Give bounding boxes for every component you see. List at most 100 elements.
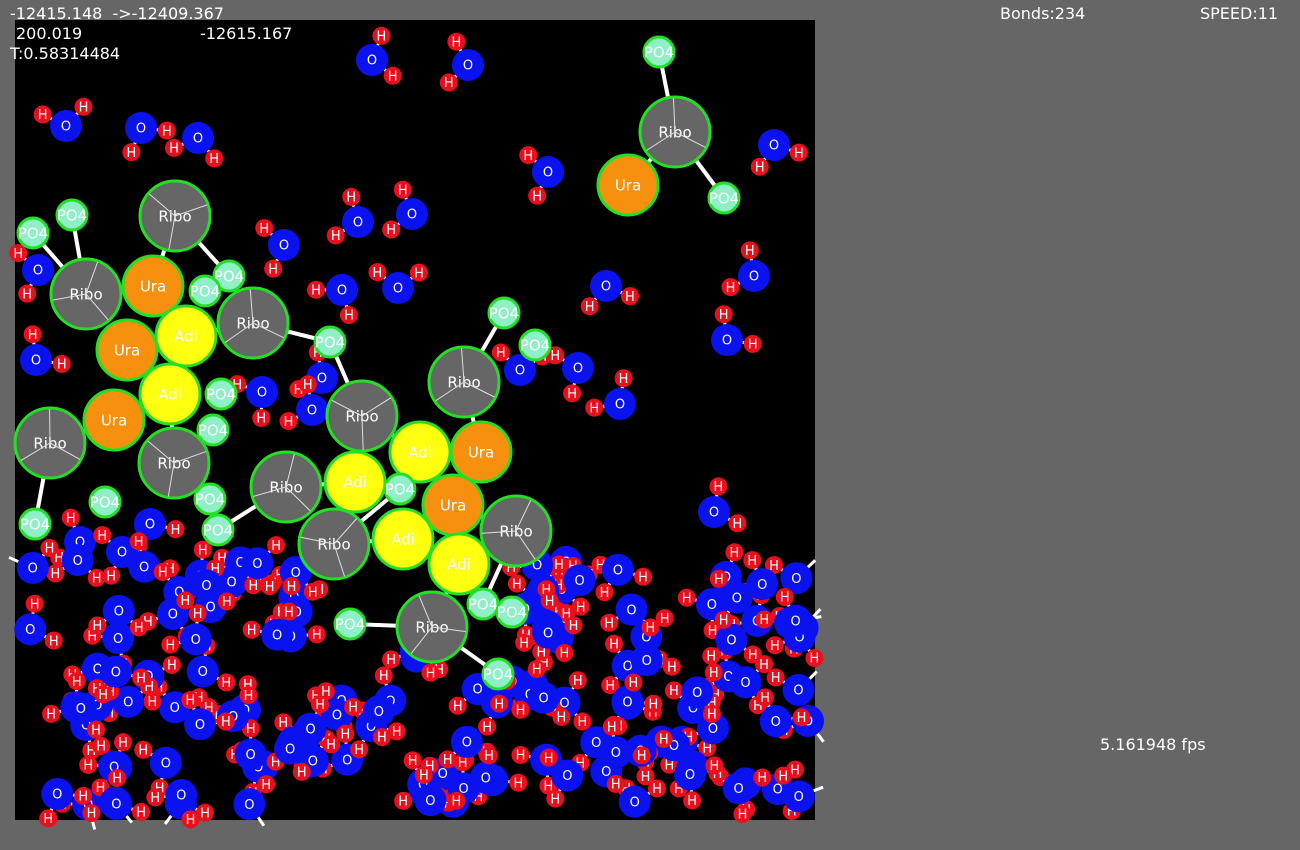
- atom: [636, 767, 655, 786]
- hydrogen-label: H: [43, 812, 53, 827]
- hydrogen-label: H: [198, 543, 208, 558]
- atom: [79, 755, 98, 774]
- atom: [439, 73, 458, 92]
- hydrogen-label: H: [419, 769, 429, 784]
- speed-readout: SPEED:11: [1200, 4, 1278, 23]
- ring-line: [85, 261, 99, 295]
- hydrogen-label: H: [358, 704, 368, 719]
- atom: [108, 768, 127, 787]
- hydrogen-label: H: [414, 266, 424, 281]
- atom: [87, 720, 106, 739]
- atom: [662, 657, 681, 676]
- oxygen-label: O: [317, 372, 327, 387]
- atom: [125, 112, 157, 144]
- hydrogen-label: H: [72, 675, 82, 690]
- oxygen-label: O: [61, 120, 71, 135]
- hydrogen-label: H: [209, 152, 219, 167]
- hydrogen-label: H: [557, 711, 567, 726]
- hydrogen-label: H: [544, 751, 554, 766]
- atom: [216, 712, 235, 731]
- hydrogen-label: H: [652, 782, 662, 797]
- phosphate-label: PO4: [206, 385, 236, 403]
- atom: [383, 472, 417, 506]
- oxygen-label: O: [692, 686, 702, 701]
- hydrogen-label: H: [106, 569, 116, 584]
- ring-line: [361, 415, 364, 450]
- hydrogen-label: H: [259, 222, 269, 237]
- atom: [452, 49, 484, 81]
- atom: [39, 809, 58, 828]
- hydrogen-label: H: [539, 656, 549, 671]
- atom: [740, 241, 759, 260]
- atom: [728, 514, 747, 533]
- hydrogen-label: H: [50, 567, 60, 582]
- hydrogen-label: H: [112, 772, 122, 787]
- hydrogen-label: H: [759, 613, 769, 628]
- oxygen-label: O: [463, 59, 473, 74]
- hydrogen-label: H: [28, 328, 38, 343]
- hydrogen-label: H: [134, 621, 144, 636]
- atom: [274, 713, 293, 732]
- phosphate-label: PO4: [190, 282, 220, 300]
- atom: [239, 686, 258, 705]
- atom: [562, 352, 594, 384]
- oxygen-label: O: [73, 554, 83, 569]
- ring-line: [147, 440, 175, 464]
- value-readout: -12615.167: [200, 24, 292, 43]
- atom: [755, 688, 774, 707]
- hydrogen-label: H: [755, 160, 765, 175]
- hydrogen-label: H: [162, 124, 172, 139]
- atom: [311, 695, 330, 714]
- hydrogen-label: H: [271, 755, 281, 770]
- oxygen-label: O: [539, 692, 549, 707]
- atom: [720, 581, 753, 614]
- ring-line: [461, 348, 465, 383]
- atom: [146, 788, 165, 807]
- atom: [595, 583, 614, 602]
- atom: [518, 328, 552, 362]
- atom: [88, 485, 122, 519]
- oxygen-label: O: [418, 778, 428, 793]
- hydrogen-label: H: [256, 412, 266, 427]
- oxygen-label: O: [111, 665, 121, 680]
- oxygen-label: O: [170, 701, 180, 716]
- ring-line: [252, 322, 284, 339]
- atom: [157, 121, 176, 140]
- atom: [294, 712, 327, 745]
- atom: [551, 759, 584, 792]
- hydrogen-label: H: [87, 629, 97, 644]
- atom: [549, 555, 568, 574]
- atom: [705, 756, 724, 775]
- hydrogen-label: H: [550, 349, 560, 364]
- atom: [527, 681, 560, 714]
- atom: [188, 604, 207, 623]
- atom: [121, 254, 185, 318]
- hydrogen-label: H: [348, 701, 358, 716]
- atom: [611, 685, 644, 718]
- atom: [555, 643, 574, 662]
- oxygen-label: O: [611, 746, 621, 761]
- hydrogen-label: H: [769, 559, 779, 574]
- oxygen-label: O: [723, 670, 733, 685]
- atom: [648, 779, 667, 798]
- hydrogen-label: H: [312, 628, 322, 643]
- atom: [292, 762, 311, 781]
- hydrogen-label: H: [708, 624, 718, 639]
- hydrogen-label: H: [308, 585, 318, 600]
- uracil-label: Ura: [114, 341, 140, 359]
- atom: [138, 362, 202, 426]
- hydrogen-label: H: [243, 678, 253, 693]
- atom: [50, 110, 82, 142]
- hydrogen-label: H: [38, 108, 48, 123]
- oxygen-label: O: [473, 683, 483, 698]
- hydrogen-label: H: [780, 591, 790, 606]
- oxygen-label: O: [75, 536, 85, 551]
- oxygen-label: O: [481, 771, 491, 786]
- oxygen-label: O: [669, 739, 679, 754]
- atom: [255, 219, 274, 238]
- atom: [296, 394, 328, 426]
- oxygen-label: O: [244, 798, 254, 813]
- hydrogen-label: H: [536, 645, 546, 660]
- oxygen-label: O: [573, 362, 583, 377]
